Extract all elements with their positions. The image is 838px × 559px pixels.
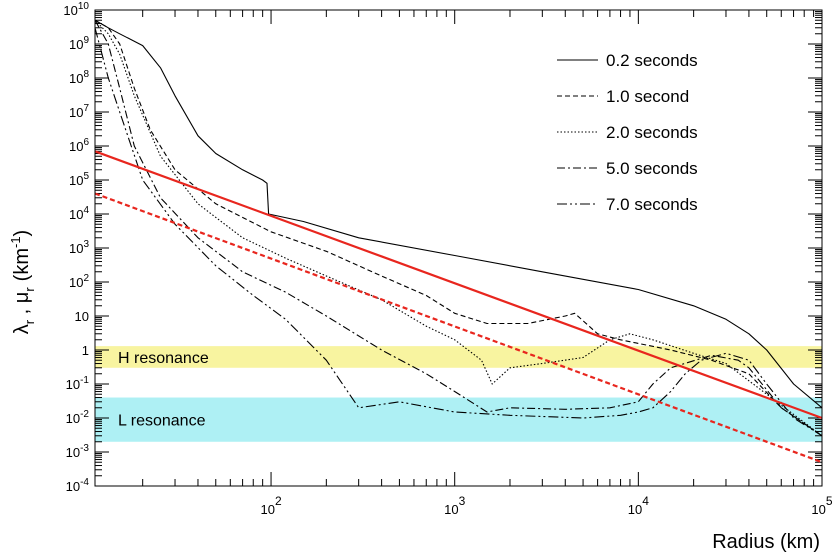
y-tick-label: 10-3	[66, 443, 90, 460]
y-tick-label: 108	[69, 69, 89, 86]
y-title-unit-close: )	[11, 230, 33, 237]
y-title-mu: μ	[11, 292, 33, 304]
legend-label: 0.2 seconds	[606, 51, 698, 70]
legend: 0.2 seconds 1.0 second 2.0 seconds 5.0 seco…	[557, 51, 698, 214]
y-tick-label: 109	[69, 35, 89, 52]
y-title-unit-exp: -1	[8, 236, 23, 248]
svg-text:λr , μr(km-1): λr , μr(km-1)	[8, 230, 37, 334]
series-line-2-0-seconds	[94, 19, 823, 437]
x-tick-label: 103	[444, 494, 465, 517]
y-tick-label: 10-1	[66, 375, 90, 392]
plot-frame	[94, 9, 823, 487]
x-tick-labels: 102 103 104 105	[260, 494, 832, 517]
y-tick-label: 102	[69, 273, 89, 290]
y-tick-label: 10-4	[66, 477, 90, 494]
series-line-1-0-second	[94, 19, 823, 437]
legend-label: 2.0 seconds	[606, 123, 698, 142]
y-tick-label: 107	[69, 103, 89, 120]
series-line-5-0-seconds	[94, 19, 823, 437]
band-l-resonance	[95, 397, 822, 442]
x-tick-label: 102	[260, 494, 281, 517]
y-tick-label: 1010	[63, 1, 89, 18]
x-tick-label: 105	[811, 494, 832, 517]
band-label-h: H resonance	[118, 350, 209, 367]
series-line-7-0-seconds	[94, 27, 823, 437]
x-tick-label: 104	[628, 494, 649, 517]
y-title-sep: ,	[11, 303, 33, 320]
fit-line-6	[94, 192, 823, 464]
x-axis-title: Radius (km)	[712, 531, 820, 553]
y-tick-label: 10	[75, 309, 89, 324]
legend-label: 1.0 second	[606, 87, 689, 106]
band-label-l: L resonance	[118, 413, 206, 430]
y-axis-title: λr , μr(km-1)	[8, 230, 37, 334]
y-tick-label: 104	[69, 205, 89, 222]
y-tick-label: 106	[69, 137, 89, 154]
legend-label: 5.0 seconds	[606, 159, 698, 178]
series-lines	[94, 19, 823, 464]
axis-ticks	[95, 9, 823, 487]
y-tick-label: 1	[82, 343, 89, 358]
y-title-sub-2: r	[22, 287, 37, 292]
y-tick-label: 103	[69, 239, 89, 256]
y-tick-label: 10-2	[66, 409, 90, 426]
y-tick-labels: 10-4 10-3 10-2 10-1 1 10 102 103 104 105 106 107 108…	[63, 1, 89, 494]
y-title-sub-1: r	[22, 319, 37, 324]
y-tick-label: 105	[69, 171, 89, 188]
y-title-lambda: λ	[11, 324, 33, 334]
y-title-unit: (km	[11, 248, 33, 281]
legend-label: 7.0 seconds	[606, 195, 698, 214]
fit-line-5	[94, 150, 823, 420]
